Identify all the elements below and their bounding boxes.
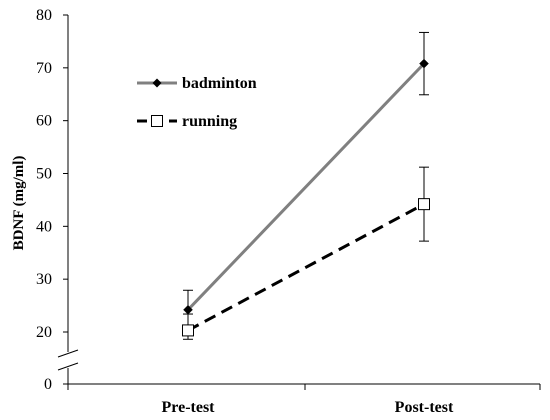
point-badminton-2 [419,58,429,69]
y-tick-label-80: 80 [36,7,52,24]
axis-break-mark-bottom [57,362,79,371]
legend-label-badminton: badminton [182,75,257,92]
y-tick-label-20: 20 [36,324,52,341]
series-line-badminton [186,62,426,311]
y-tick-label-0: 0 [44,376,52,393]
series-line-running [187,202,425,332]
axes [57,15,541,390]
y-tick-label-60: 60 [36,113,52,130]
y-tick-label-70: 70 [36,60,52,77]
series-badminton [183,31,429,330]
point-running-2 [418,198,430,211]
y-tick-label-30: 30 [36,271,52,288]
legend-marker-running [151,115,163,127]
y-tick-label-40: 40 [36,218,52,235]
series-running [182,166,430,340]
axis-break-mark-top [57,349,79,358]
legend: badminton running [137,75,257,130]
y-tick-label-50: 50 [36,166,52,183]
series-lines [182,31,430,340]
legend-marker-badminton [152,78,162,88]
y-axis-ticks: 0 20 30 40 50 60 70 80 [36,7,68,393]
x-category-label-1: Pre-test [162,399,216,416]
point-running-1 [182,324,194,337]
legend-label-running: running [182,113,237,130]
x-axis-categories: Pre-test Post-test [162,399,454,416]
y-axis-title: BDNF (mg/ml) [11,156,27,251]
x-category-label-2: Post-test [395,399,454,416]
